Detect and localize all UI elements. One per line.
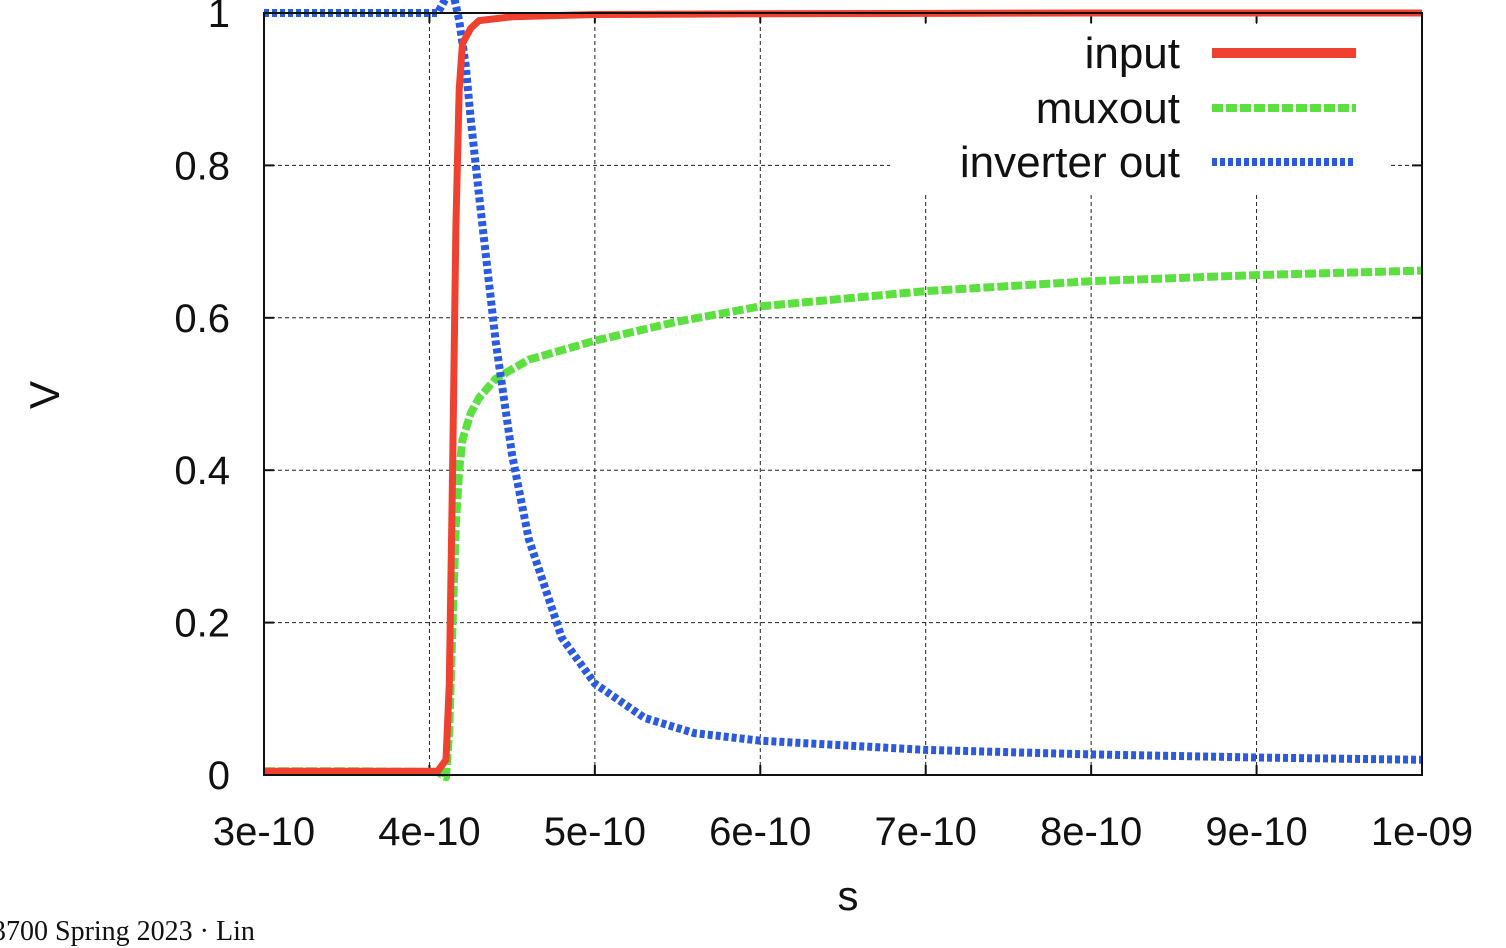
plot-frame: [263, 12, 1423, 776]
x-tick-label: 8e-10: [1040, 810, 1142, 854]
series-lines: [264, 0, 1423, 782]
x-tick-label: 7e-10: [875, 810, 977, 854]
tick-labels: 3e-10 4e-10 5e-10 6e-10 7e-10 8e-10 9e-10 1e-09…: [174, 0, 1473, 854]
x-tick-label: 1e-09: [1371, 810, 1473, 854]
series-line-input: [264, 9, 1422, 775]
legend-label: input: [1085, 29, 1180, 78]
x-tick-label: 3e-10: [213, 810, 315, 854]
legend: input muxout inverter out: [890, 24, 1390, 194]
legend-label: muxout: [1036, 84, 1180, 133]
y-tick-label: 0.2: [174, 602, 230, 646]
series-line-inverter-out: [264, 0, 1423, 764]
x-axis-label: s: [838, 872, 859, 919]
y-tick-label: 0.4: [174, 449, 230, 493]
x-tick-label: 6e-10: [709, 810, 811, 854]
y-tick-label: 0: [208, 754, 230, 798]
y-tick-label: 0.8: [174, 144, 230, 188]
series-line-muxout: [264, 266, 1423, 782]
legend-label: inverter out: [960, 138, 1180, 187]
x-tick-label: 5e-10: [544, 810, 646, 854]
footer-text: 3700 Spring 2023 · Lin: [0, 916, 255, 947]
x-tick-label: 9e-10: [1205, 810, 1307, 854]
y-axis-label: V: [21, 381, 68, 409]
x-tick-label: 4e-10: [378, 810, 480, 854]
y-tick-label: 1: [208, 0, 230, 36]
y-tick-label: 0.6: [174, 297, 230, 341]
